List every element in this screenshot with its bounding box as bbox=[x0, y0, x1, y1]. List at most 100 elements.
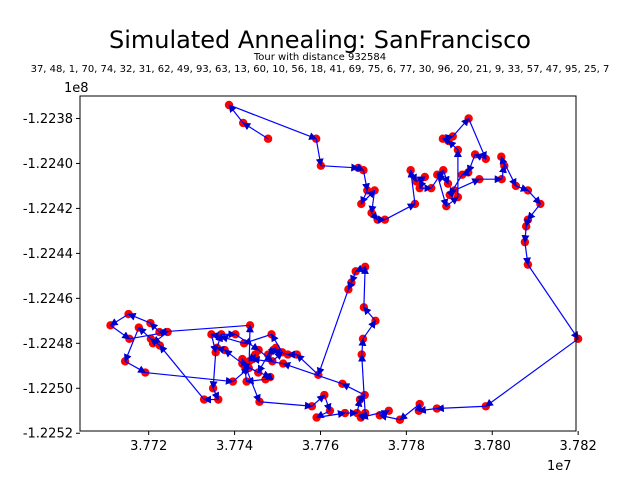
tour-edge-arrow bbox=[259, 401, 313, 410]
tour-edge-arrow bbox=[452, 117, 470, 137]
tour-edge-arrow bbox=[323, 394, 332, 412]
tour-edge-arrow bbox=[282, 362, 343, 385]
tour-edge-arrow bbox=[350, 271, 358, 284]
tour-edge-arrow bbox=[441, 169, 450, 185]
tour-edge-arrow bbox=[228, 104, 244, 124]
tour-edge-arrow bbox=[127, 313, 151, 324]
tour-edge-arrow bbox=[110, 324, 131, 340]
tour-edge-arrow bbox=[485, 338, 579, 407]
tour-edge-arrow bbox=[368, 190, 377, 214]
tour-edge-arrow bbox=[210, 332, 221, 340]
tour-edge-arrow bbox=[454, 178, 481, 191]
tour-edge-arrow bbox=[527, 264, 579, 340]
y-tick-label: -1.2250 bbox=[23, 382, 73, 397]
tour-edge-arrow bbox=[145, 371, 234, 385]
tour-edge-arrow bbox=[442, 134, 454, 142]
tour-edge-arrow bbox=[311, 394, 326, 407]
tour-edge-arrow bbox=[384, 203, 416, 221]
tour-edge-arrow bbox=[152, 331, 168, 344]
y-tick-label: -1.2244 bbox=[23, 247, 73, 262]
tour-edge-arrow bbox=[219, 334, 245, 344]
tour-edge-arrow bbox=[124, 360, 147, 374]
tour-edge-arrow bbox=[527, 203, 541, 221]
tour-edge-arrow bbox=[363, 306, 376, 322]
tour-edge-arrow bbox=[524, 218, 532, 228]
tour-edge-arrow bbox=[347, 281, 355, 291]
tour-edge-arrow bbox=[296, 353, 319, 376]
y-tick-label: -1.2240 bbox=[23, 157, 73, 172]
tour-edge-arrow bbox=[360, 189, 376, 205]
tour-edge-arrow bbox=[474, 153, 487, 161]
tour-edge-arrow bbox=[245, 324, 254, 362]
plot-layer bbox=[106, 100, 583, 424]
y-tick-label: -1.2238 bbox=[23, 112, 73, 127]
tour-edge-arrow bbox=[358, 337, 367, 355]
tour-edge-arrow bbox=[241, 364, 250, 382]
x-tick-label: 3.776 bbox=[302, 439, 339, 454]
tour-edge-arrow bbox=[500, 156, 517, 187]
tour-edge-arrow bbox=[360, 265, 369, 308]
tour-edge-arrow bbox=[223, 349, 243, 365]
tour-edge-arrow bbox=[358, 353, 367, 414]
tour-edge-arrow bbox=[435, 404, 486, 413]
tour-edge-arrow bbox=[341, 383, 365, 396]
tour-edge-arrow bbox=[515, 184, 529, 192]
x-tick-label: 3.772 bbox=[130, 439, 167, 454]
tour-edge-arrow bbox=[320, 163, 360, 172]
x-tick-label: 3.782 bbox=[560, 439, 597, 454]
tour-edge-arrow bbox=[271, 351, 284, 362]
tour-edge-arrow bbox=[245, 376, 266, 385]
tour-edge-arrow bbox=[354, 264, 366, 272]
tour-edge-arrow bbox=[468, 118, 487, 160]
tour-edge-arrow bbox=[129, 329, 169, 340]
tour-edge-arrow bbox=[527, 190, 542, 205]
chart-subtitle-distance: Tour with distance 932584 bbox=[253, 52, 386, 63]
tour-edge-arrow bbox=[414, 403, 423, 412]
tour-edge-arrow bbox=[243, 333, 272, 345]
tour-edge-arrow bbox=[242, 122, 269, 140]
tour-edge-arrow bbox=[466, 154, 476, 174]
tour-edge-arrow bbox=[210, 334, 218, 354]
y-tick-label: -1.2242 bbox=[23, 202, 73, 217]
tour-edge-arrow bbox=[138, 326, 152, 340]
tour-edge-arrow bbox=[158, 324, 251, 336]
tour-edge-arrow bbox=[447, 140, 459, 151]
y-tick-label: -1.2246 bbox=[23, 292, 73, 307]
tour-edge-arrow bbox=[316, 410, 346, 419]
chart-subtitle-tour-order: 37, 48, 1, 70, 74, 32, 31, 62, 49, 93, 6… bbox=[31, 64, 610, 75]
x-tick-label: 3.778 bbox=[388, 439, 425, 454]
tour-city-point bbox=[497, 152, 506, 161]
tour-edge-arrow bbox=[248, 353, 257, 363]
tour-edge-arrow bbox=[362, 320, 377, 340]
tour-edge-arrow bbox=[446, 189, 456, 199]
chart-title: Simulated Annealing: SanFrancisco bbox=[109, 26, 531, 54]
tour-edge-arrow bbox=[124, 327, 140, 363]
tour-edge-arrow bbox=[316, 289, 349, 376]
tour-edge-arrow bbox=[369, 211, 379, 221]
tour-edge-arrow bbox=[315, 410, 331, 419]
tour-edge-arrow bbox=[356, 394, 366, 403]
y-axis: -1.2252 -1.2250 -1.2248 -1.2246 -1.2244 -1.22… bbox=[23, 112, 80, 442]
tour-edge-arrow bbox=[399, 403, 421, 421]
tour-edge-arrow bbox=[409, 169, 417, 183]
y-offset-label: 1e8 bbox=[64, 81, 89, 96]
tour-edge-arrow bbox=[251, 356, 284, 365]
tour-edge-arrow bbox=[445, 196, 459, 207]
y-tick-label: -1.2252 bbox=[23, 427, 73, 442]
tour-edge-arrow bbox=[461, 168, 471, 176]
tour-edge-arrow bbox=[241, 358, 261, 403]
tour-edge-arrow bbox=[211, 388, 219, 401]
tour-edge-arrow bbox=[159, 344, 205, 400]
tour-edge-arrow bbox=[415, 176, 426, 184]
tour-edge-arrow bbox=[360, 190, 368, 205]
tour-edge-arrow bbox=[355, 163, 365, 172]
tour-edge-arrow bbox=[109, 313, 129, 326]
tour-edge-arrow bbox=[436, 174, 449, 185]
y-tick-label: -1.2248 bbox=[23, 337, 73, 352]
tour-edge-arrow bbox=[499, 164, 507, 180]
tour-edge-arrow bbox=[418, 176, 427, 190]
tour-edge-arrow bbox=[228, 104, 318, 140]
tour-edge-arrow bbox=[216, 345, 225, 354]
tour-edge-arrow bbox=[436, 174, 449, 208]
